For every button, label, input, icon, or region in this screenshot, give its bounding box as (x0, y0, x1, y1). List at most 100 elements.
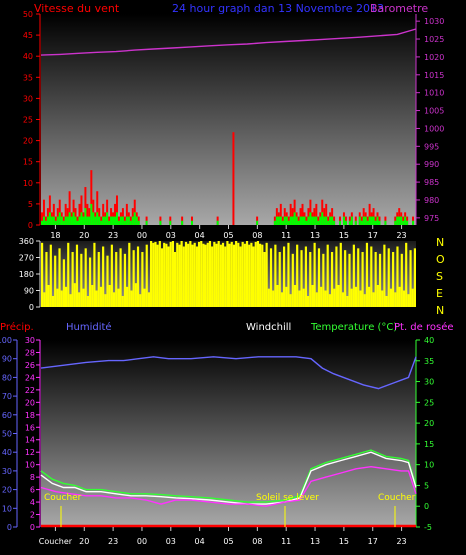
pressure-tick-label: 1020 (424, 53, 444, 62)
wind-speed-bar (116, 195, 118, 225)
humidity-tick-label: 6 (30, 486, 35, 495)
precip-axis-ticks: 0 10 20 30 40 50 60 70 80 90 100 (0, 336, 17, 532)
wind-direction-bar (145, 244, 148, 307)
wind-direction-bar (267, 288, 270, 307)
wind-direction-bar (156, 244, 159, 307)
precip-tick-label: 40 (2, 448, 12, 457)
wind-direction-bar (178, 244, 181, 307)
wind-direction-bar (154, 241, 157, 307)
wind-direction-bar (104, 294, 107, 307)
wind-direction-bar (324, 290, 327, 307)
humidity-tick-label: 28 (25, 348, 35, 357)
wind-direction-bar (413, 248, 416, 307)
wind-speed-bar (42, 199, 45, 225)
wind-direction-bar (163, 242, 166, 307)
wind-speed-bar (325, 203, 328, 225)
wind-direction-bar (224, 246, 227, 307)
bottom-time-tick-label: 00 (137, 537, 147, 546)
wind-direction-bar (243, 243, 246, 307)
wind-tick-label: 25 (23, 116, 33, 125)
wind-direction-bar (206, 242, 209, 307)
wind-direction-bar (374, 252, 377, 307)
wind-direction-bar (215, 243, 218, 307)
time-tick-label: 23 (108, 231, 118, 240)
wind-gust-bar (191, 220, 193, 225)
wind-direction-bar (78, 292, 81, 307)
wind-gust-bar (66, 216, 69, 225)
precip-tick-label: 60 (2, 411, 12, 420)
wind-gust-bar (135, 216, 138, 225)
wind-gust-bar (396, 216, 399, 225)
bottom-time-tick-label: 20 (79, 537, 89, 546)
wind-direction-bar (370, 246, 373, 307)
wind-gust-bar (321, 212, 324, 225)
wind-gust-bar (256, 220, 259, 225)
bottom-time-tick-label: 17 (368, 537, 378, 546)
time-tick-label: 00 (137, 231, 147, 240)
wind-gust-bar (106, 212, 109, 225)
series-line-pt-de-ros-e (40, 465, 417, 507)
wind-gust-bar (169, 220, 172, 225)
pressure-tick-label: 1030 (424, 17, 444, 26)
time-tick-label: 18 (50, 231, 60, 240)
time-tick-label: 13 (310, 231, 320, 240)
wind-gust-bar (307, 216, 310, 225)
wind-direction-bar (407, 294, 410, 307)
wind-direction-bar (348, 253, 351, 307)
wind-direction-bar (95, 290, 98, 307)
wind-direction-bar (187, 243, 190, 307)
precip-label: Précip. (0, 321, 34, 333)
time-tick-label: 05 (223, 231, 233, 240)
wind-direction-bar (75, 244, 79, 307)
wind-gust-bar (372, 216, 375, 225)
wind-gust-bar (108, 220, 111, 225)
wind-direction-bar (298, 290, 301, 307)
precip-tick-label: 0 (7, 523, 12, 532)
wind-gust-bar (366, 220, 369, 225)
wind-gust-bar (362, 216, 365, 225)
wind-direction-bar (291, 253, 294, 307)
wind-gust-bar (80, 212, 83, 225)
wind-gust-bar (54, 220, 57, 225)
wind-direction-bar (169, 241, 172, 307)
wind-direction-bar (241, 241, 244, 307)
wind-gust-bar (368, 216, 371, 225)
wind-gust-bar (281, 220, 284, 225)
wind-gust-bar (60, 216, 63, 225)
wind-direction-bar (289, 294, 292, 307)
wind-direction-bar (337, 285, 340, 307)
wind-direction-bar (150, 241, 153, 307)
time-tick-label: 03 (166, 231, 176, 240)
wind-direction-bar (64, 286, 68, 307)
wind-gust-bar (41, 220, 43, 225)
wind-gust-bar (56, 216, 59, 225)
pressure-tick-label: 995 (424, 142, 439, 151)
wind-direction-bar (293, 285, 297, 307)
wind-gust-bar (92, 212, 95, 225)
wind-direction-bar (84, 248, 87, 307)
wind-gust-bar (374, 220, 377, 225)
wind-direction-bar (197, 241, 201, 307)
wind-direction-bar (378, 253, 382, 307)
wind-speed-bar (80, 195, 83, 225)
wind-direction-bar (372, 292, 375, 307)
wind-direction-bar (365, 242, 369, 307)
precip-tick-label: 80 (2, 373, 12, 382)
temperature-axis-ticks: -5 0 5 10 15 20 25 30 35 40 (416, 336, 434, 532)
pressure-axis-ticks: 975 980 985 990 995 1000 1005 1010 1015 1020 1025 1… (416, 17, 444, 223)
wind-gust-bar (303, 216, 306, 225)
barometer-label: Barometre (370, 2, 428, 15)
wind-gust-bar (412, 220, 415, 225)
wind-direction-bar (237, 242, 240, 307)
wind-gust-bar (342, 216, 345, 225)
wind-direction-bar (147, 292, 151, 307)
wind-direction-bar (269, 248, 273, 307)
precip-tick-label: 70 (2, 392, 12, 401)
wind-direction-bar (221, 242, 225, 307)
wind-gust-bar (82, 216, 85, 225)
time-tick-label: 20 (79, 231, 89, 240)
series-line-humidit (40, 356, 417, 390)
wind-direction-bar (136, 246, 140, 307)
wind-direction-bar (219, 244, 222, 307)
